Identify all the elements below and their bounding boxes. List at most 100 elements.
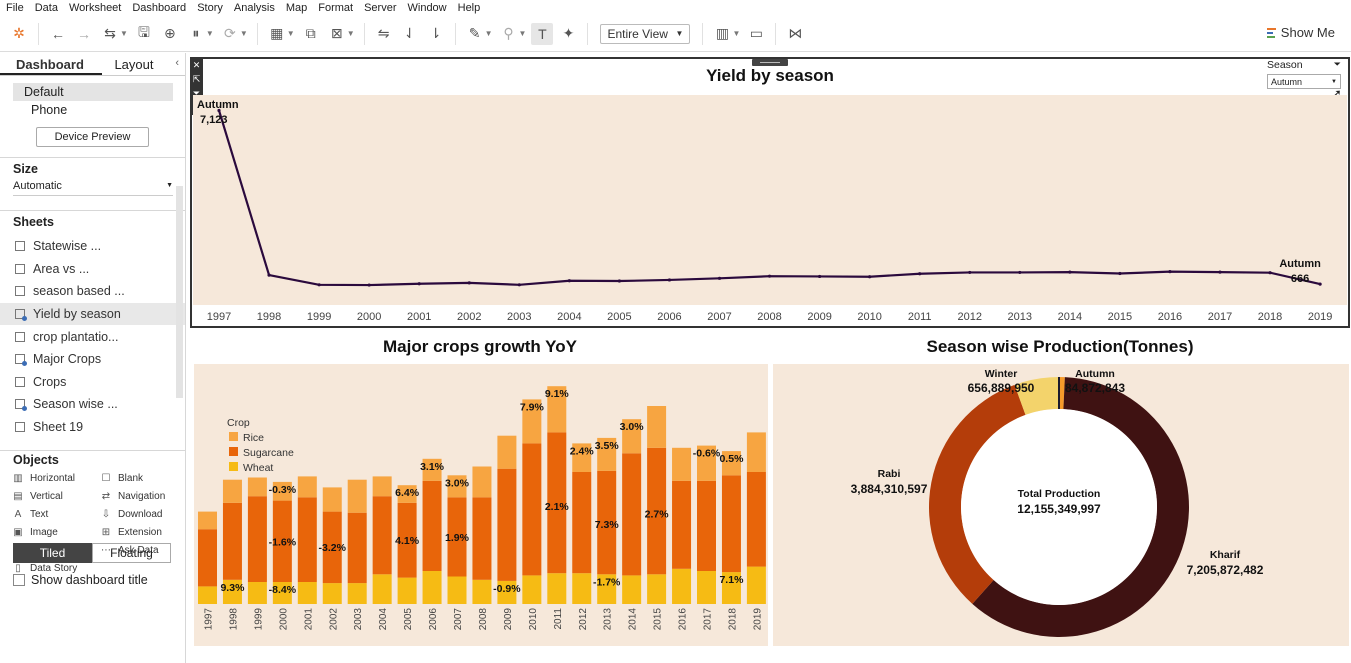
- redo-dropdown-icon[interactable]: ▼: [120, 29, 128, 38]
- menu-map[interactable]: Map: [285, 2, 308, 14]
- new-worksheet-dropdown-icon[interactable]: ▼: [286, 29, 295, 38]
- share-icon[interactable]: ⋈: [788, 25, 803, 41]
- pause-icon[interactable]: ⏸: [192, 25, 200, 41]
- sheet-item[interactable]: Season wise ...: [0, 393, 185, 416]
- x-tick-label: 2002: [328, 608, 339, 631]
- menu-data[interactable]: Data: [34, 2, 58, 14]
- close-icon[interactable]: ✕: [192, 60, 201, 70]
- show-title-option[interactable]: Show dashboard title: [13, 573, 148, 587]
- sheet-item[interactable]: Major Crops: [0, 348, 185, 371]
- donut-slice-winter: [1014, 377, 1059, 415]
- new-worksheet-icon[interactable]: ▦: [270, 25, 284, 41]
- sheet-item[interactable]: Area vs ...: [0, 258, 185, 281]
- tab-dashboard[interactable]: Dashboard: [0, 53, 103, 75]
- duplicate-icon[interactable]: ⧉: [305, 25, 316, 41]
- fit-select[interactable]: Entire View ▼: [600, 23, 691, 44]
- sort-desc-icon[interactable]: ⇂: [429, 25, 442, 41]
- tiled-button[interactable]: Tiled: [13, 543, 92, 563]
- sheet-item[interactable]: Statewise ...: [0, 235, 185, 258]
- go-to-sheet-icon[interactable]: ⇱: [192, 74, 201, 84]
- menu-server[interactable]: Server: [364, 2, 397, 14]
- season-filter-select[interactable]: Autumn ▼: [1267, 74, 1341, 89]
- sort-asc-icon[interactable]: ⇃: [403, 25, 416, 41]
- menu-help[interactable]: Help: [457, 2, 481, 14]
- show-title-checkbox[interactable]: [13, 574, 25, 586]
- menu-worksheet[interactable]: Worksheet: [68, 2, 122, 14]
- show-me-button[interactable]: Show Me: [1266, 25, 1335, 40]
- tab-layout[interactable]: Layout ‹: [102, 53, 185, 75]
- save-icon[interactable]: 🖫: [137, 23, 150, 40]
- tableau-logo-icon[interactable]: ✲: [13, 25, 25, 41]
- donut-hole: [961, 409, 1157, 605]
- object-navigation[interactable]: ⇄ Navigation: [101, 489, 189, 504]
- x-tick-label: 2017: [1208, 311, 1232, 323]
- object-download[interactable]: ⇩ Download: [101, 507, 189, 522]
- sheet-item[interactable]: Yield by season: [0, 302, 185, 326]
- group-dropdown-icon[interactable]: ▼: [518, 29, 527, 38]
- donut-slice-rabi: [929, 384, 1026, 604]
- sheet-icon: [15, 241, 25, 252]
- device-preview-button[interactable]: Device Preview: [36, 127, 149, 147]
- device-default[interactable]: Default: [13, 83, 173, 101]
- filter-options-icon[interactable]: ⏷: [1333, 59, 1341, 69]
- highlight-dropdown-icon[interactable]: ▼: [484, 29, 493, 38]
- refresh-icon[interactable]: ⟳: [223, 25, 236, 41]
- object-vertical[interactable]: ▤ Vertical: [13, 489, 101, 504]
- crops-bar-chart[interactable]: 1997 1998 1999 2000 2001 2002 2003 2004 2005 2006…: [194, 364, 768, 646]
- object-ask-data[interactable]: ⋯ Ask Data: [101, 543, 189, 558]
- pause-dropdown-icon[interactable]: ▼: [205, 29, 214, 38]
- sheet-label: Statewise ...: [33, 239, 102, 254]
- filter-icon[interactable]: ⏷: [192, 88, 201, 98]
- bar-segment-wheat: [547, 573, 567, 604]
- menu-story[interactable]: Story: [197, 2, 223, 14]
- forward-icon[interactable]: →: [77, 25, 91, 42]
- redo-icon[interactable]: ⇆: [104, 25, 116, 41]
- object-horizontal[interactable]: ▥ Horizontal: [13, 471, 101, 486]
- menu-analysis[interactable]: Analysis: [233, 2, 275, 14]
- sheet-item[interactable]: Sheet 19: [0, 416, 185, 439]
- menu-format[interactable]: Format: [318, 2, 354, 14]
- object-label: Data Story: [30, 563, 78, 575]
- clear-icon[interactable]: ⊠: [330, 25, 343, 41]
- labels-icon[interactable]: T: [531, 22, 554, 45]
- bar-segment-sugarcane: [522, 443, 542, 576]
- zone-drag-handle[interactable]: [752, 59, 788, 66]
- menu-window[interactable]: Window: [407, 2, 447, 14]
- new-datasource-icon[interactable]: ⊕: [164, 25, 176, 41]
- presentation-icon[interactable]: ▭: [749, 25, 763, 41]
- collapse-icon[interactable]: ‹: [175, 57, 179, 69]
- sheet-item[interactable]: Crops: [0, 371, 185, 394]
- pin-icon[interactable]: ✦: [562, 25, 575, 41]
- floating-button[interactable]: Floating: [92, 543, 171, 563]
- sheet-item[interactable]: season based ...: [0, 280, 185, 303]
- yield-point: [1318, 282, 1322, 286]
- back-icon[interactable]: ←: [51, 25, 65, 42]
- size-select[interactable]: Automatic ▼: [13, 180, 173, 196]
- x-tick-label: 2003: [507, 311, 531, 323]
- x-tick-label: 2008: [757, 311, 781, 323]
- x-tick-label: 2019: [752, 608, 763, 631]
- bar-segment-sugarcane: [622, 453, 642, 576]
- menu-file[interactable]: File: [6, 2, 24, 14]
- sheets-scrollbar[interactable]: [176, 186, 183, 398]
- object-blank[interactable]: ☐ Blank: [101, 471, 189, 486]
- refresh-dropdown-icon[interactable]: ▼: [239, 29, 248, 38]
- object-extension[interactable]: ⊞ Extension: [101, 525, 189, 540]
- card-dropdown-icon[interactable]: ▼: [732, 29, 741, 38]
- bar-segment-sugarcane: [198, 529, 217, 587]
- device-phone[interactable]: Phone: [31, 103, 68, 117]
- object-data-story[interactable]: ▯ Data Story: [13, 561, 101, 576]
- sheet-item[interactable]: crop plantatio...: [0, 325, 185, 348]
- season-donut-chart[interactable]: Total Production 12,155,349,997 Autumn84,8…: [773, 364, 1349, 646]
- menu-dashboard[interactable]: Dashboard: [132, 2, 187, 14]
- group-icon[interactable]: ⚲: [503, 25, 514, 41]
- object-text[interactable]: A Text: [13, 507, 101, 522]
- legend-swatch: [229, 432, 238, 441]
- highlight-icon[interactable]: ✎: [468, 25, 481, 41]
- object-image[interactable]: ▣ Image: [13, 525, 101, 540]
- clear-dropdown-icon[interactable]: ▼: [346, 29, 355, 38]
- swap-icon[interactable]: ⇋: [377, 25, 390, 41]
- sheet-label: Sheet 19: [33, 420, 84, 435]
- card-icon[interactable]: ▥: [715, 25, 730, 41]
- yield-line-chart[interactable]: 1997 1998 1999 2000 2001 2002 2003 2004 2005 2006…: [193, 95, 1347, 327]
